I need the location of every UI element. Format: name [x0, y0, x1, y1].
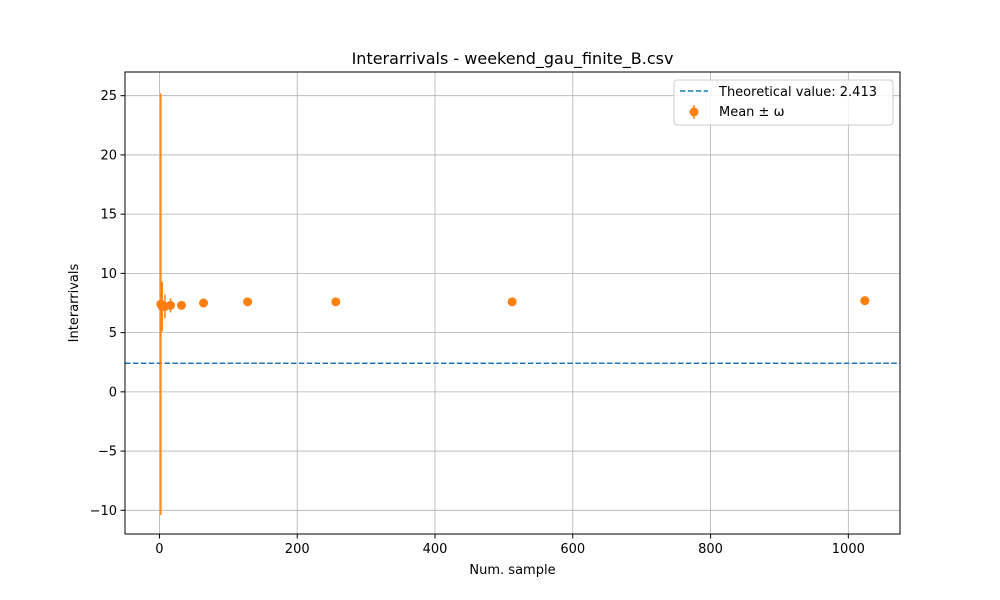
y-tick-label: 5 [109, 326, 117, 341]
grid-lines [125, 72, 900, 534]
data-points [156, 93, 870, 516]
y-tick-label: 15 [100, 208, 117, 223]
y-tick-label: −5 [98, 445, 117, 460]
mean-point [507, 297, 517, 307]
x-tick-label: 1000 [832, 542, 865, 557]
y-axis-ticks: −10 −5 0 5 10 15 20 25 [90, 89, 125, 519]
x-tick-label: 0 [155, 542, 163, 557]
legend-theoretical-label: Theoretical value: 2.413 [718, 85, 877, 100]
x-tick-label: 200 [285, 542, 310, 557]
legend-box [673, 79, 894, 126]
plot-frame [124, 71, 901, 535]
y-tick-label: 25 [100, 89, 117, 104]
mean-point [331, 297, 341, 307]
legend-mean-marker [689, 107, 699, 117]
legend: Theoretical value: 2.413 Mean ± ω [673, 79, 894, 126]
x-tick-label: 600 [560, 542, 585, 557]
y-tick-label: 0 [109, 385, 117, 400]
mean-point [176, 300, 186, 310]
mean-point [199, 298, 209, 308]
legend-mean-label: Mean ± ω [719, 105, 784, 120]
x-axis-ticks: 0 200 400 600 800 1000 [155, 534, 865, 557]
y-tick-label: 20 [100, 148, 117, 163]
mean-point [243, 297, 253, 307]
chart-title: Interarrivals - weekend_gau_finite_B.csv [352, 49, 674, 69]
y-axis-label: Interarrivals [67, 263, 82, 342]
mean-point [860, 296, 870, 306]
x-tick-label: 800 [698, 542, 723, 557]
x-tick-label: 400 [423, 542, 448, 557]
x-axis-label: Num. sample [469, 563, 555, 578]
mean-point [165, 300, 175, 310]
y-tick-label: 10 [100, 267, 117, 282]
y-tick-label: −10 [90, 504, 117, 519]
